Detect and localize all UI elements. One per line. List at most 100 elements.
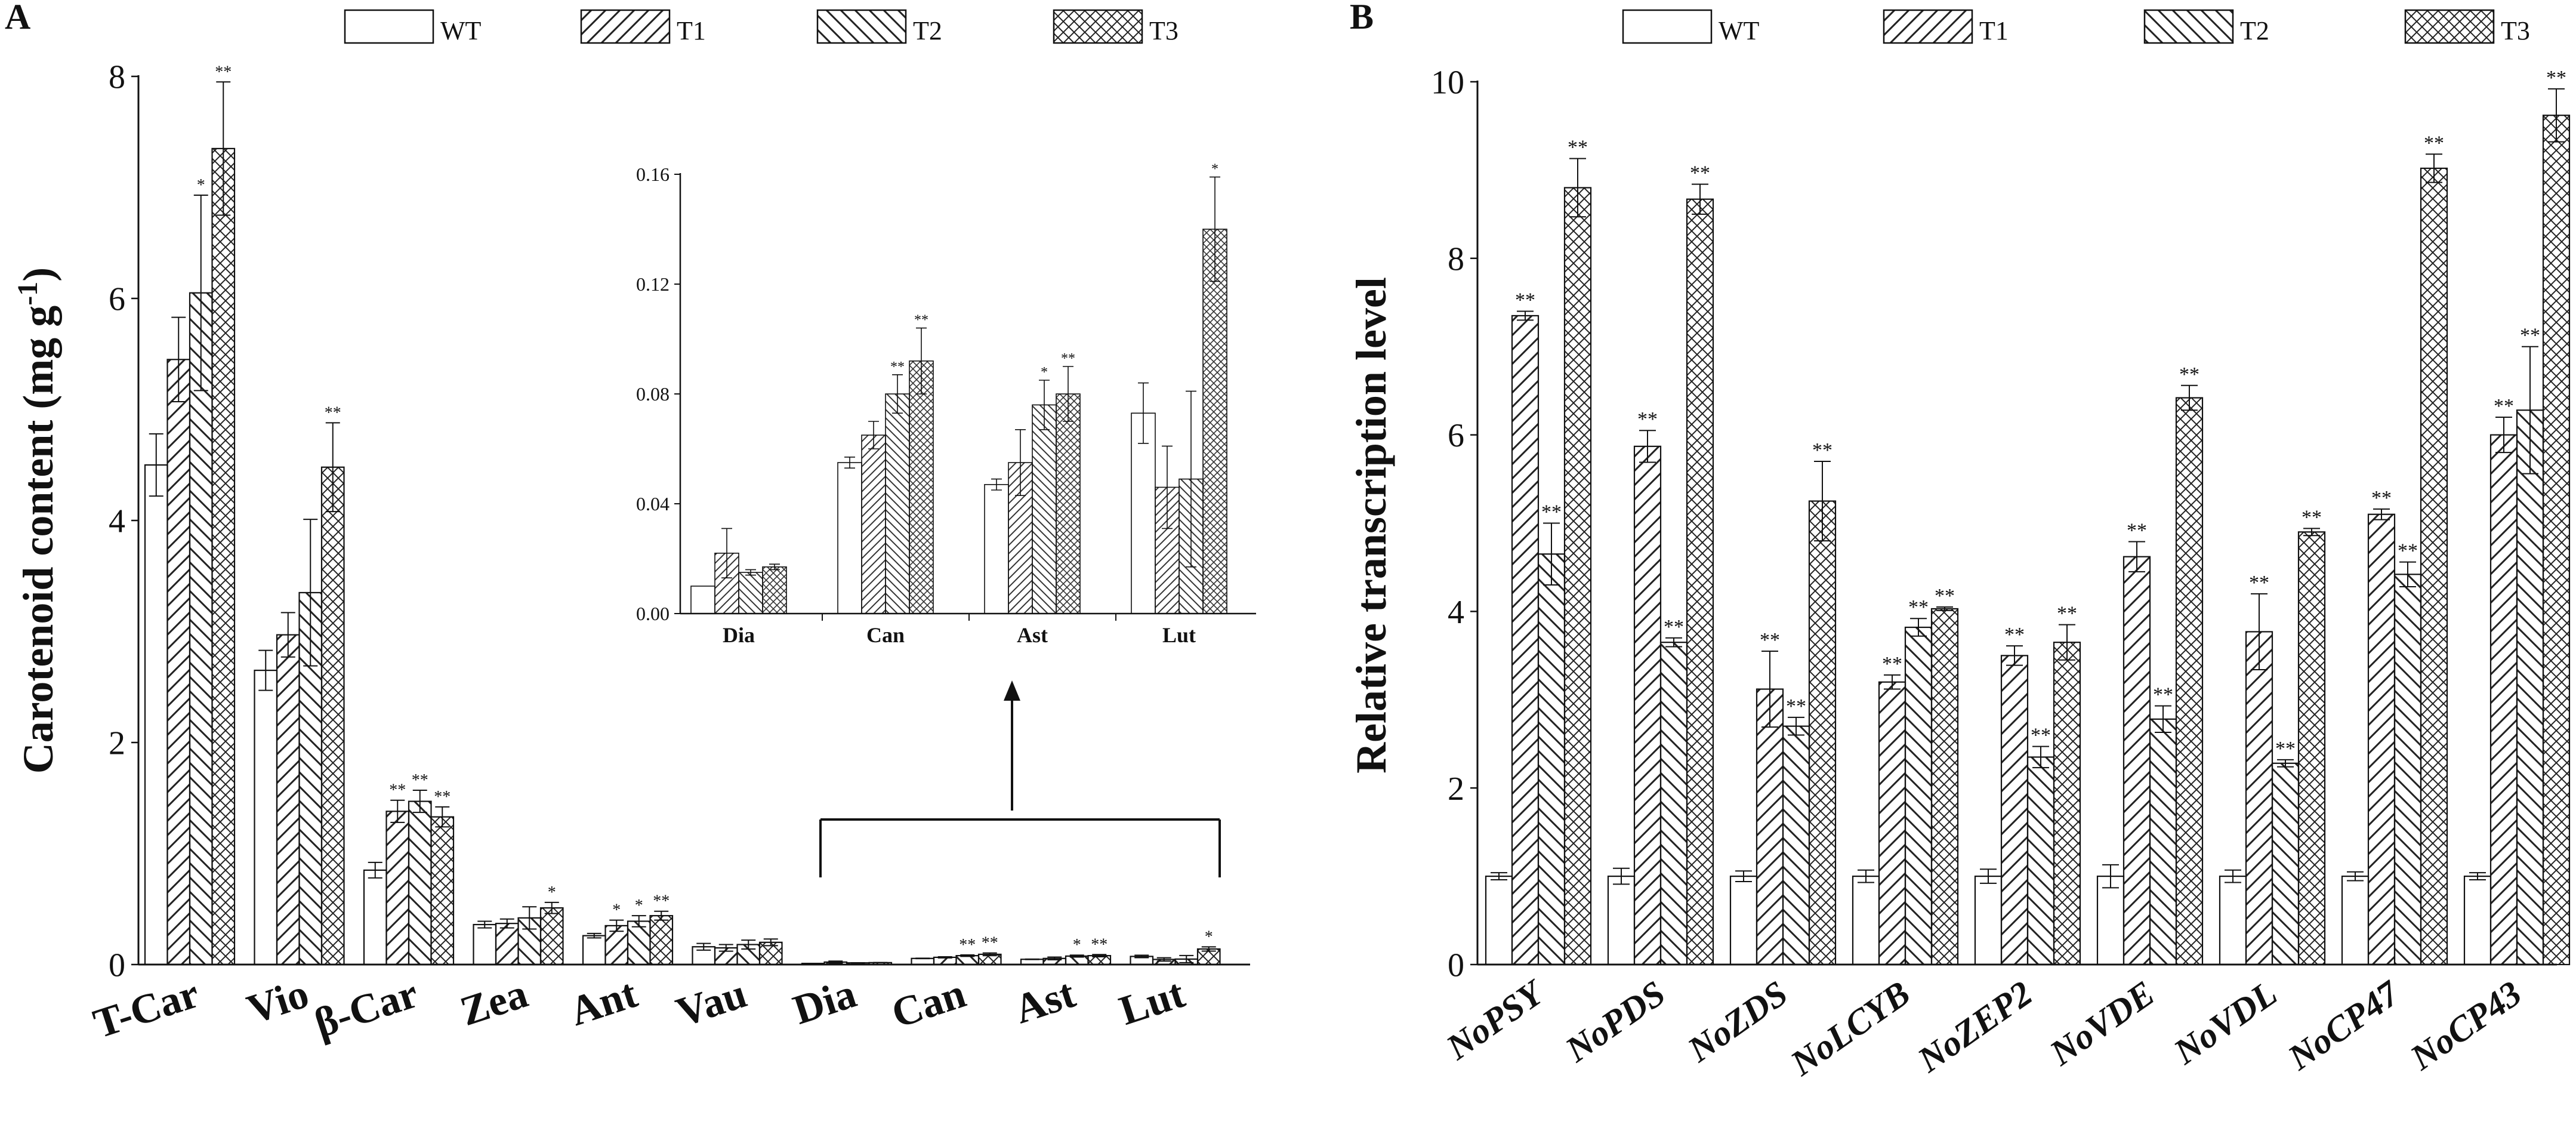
inset-significance-marker: *: [1041, 365, 1048, 380]
significance-marker: **: [325, 403, 341, 422]
error-bar: [2155, 705, 2171, 734]
significance-marker: **: [389, 781, 406, 800]
significance-marker: **: [1935, 585, 1955, 607]
error-bar: [1814, 460, 1831, 542]
x-tick-label: NoCP43: [2403, 973, 2529, 1078]
inset-error-bar: [844, 456, 855, 469]
error-bar: [631, 915, 646, 928]
error-bar: [696, 942, 711, 951]
inset-error-bar: [1039, 380, 1050, 430]
error-bar: [763, 938, 778, 947]
error-bar: [1613, 867, 1630, 885]
bar-tcar-wt: [144, 464, 168, 966]
bar-ant-t3: [649, 915, 674, 966]
significance-marker: **: [1882, 653, 1902, 675]
inset-error-bar: [1063, 366, 1073, 422]
legend-swatch-t1: [1883, 9, 1973, 44]
significance-marker: **: [2153, 684, 2173, 706]
bar-nozep2-t2: [2026, 756, 2055, 966]
inset-bar-dia-t2: [738, 572, 763, 614]
significance-marker: **: [1760, 629, 1780, 651]
panel-a-letter: A: [5, 0, 30, 36]
error-bar: [2277, 759, 2294, 768]
bar-nolcyb-wt: [1852, 875, 1880, 966]
significance-marker: **: [2546, 67, 2566, 89]
significance-marker: *: [1205, 928, 1213, 946]
legend-swatch-t1: [580, 9, 671, 44]
bar-novdl-t1: [2245, 631, 2273, 966]
legend-label-t1: T1: [677, 16, 706, 45]
error-bar: [654, 910, 669, 921]
error-bar: [2251, 593, 2268, 671]
bar-novde-wt: [2096, 875, 2125, 966]
bar-can-wt: [911, 957, 935, 966]
error-bar: [390, 799, 405, 823]
x-tick-label: Vau: [671, 971, 752, 1036]
error-bar: [2373, 508, 2390, 520]
y-tick-label: 6: [1448, 417, 1464, 454]
significance-marker: **: [1091, 935, 1107, 954]
panel-b-letter: B: [1350, 0, 1374, 36]
significance-marker: *: [197, 176, 205, 195]
legend-swatch-t3: [2404, 9, 2495, 44]
inset-y-tick-label: 0.04: [636, 493, 670, 514]
error-bar: [982, 952, 997, 957]
x-tick-label: NoCP47: [2281, 972, 2407, 1077]
bar-car-t1: [385, 811, 410, 966]
bar-nopsy-t1: [1511, 315, 1540, 966]
error-bar: [522, 906, 537, 930]
significance-marker: **: [2302, 506, 2322, 528]
bar-vio-t1: [276, 634, 300, 966]
inset-significance-marker: **: [890, 359, 905, 375]
significance-marker: **: [1812, 439, 1832, 461]
error-bar: [2426, 153, 2442, 183]
inset-bar-ast-t2: [1032, 404, 1057, 614]
error-bar: [1543, 522, 1560, 586]
x-tick-label: NoLCYB: [1783, 973, 1917, 1084]
bar-nopsy-t3: [1563, 187, 1592, 966]
error-bar: [303, 519, 318, 667]
significance-marker: **: [653, 892, 670, 911]
significance-marker: **: [2520, 325, 2540, 347]
error-bar: [1517, 310, 1534, 321]
significance-marker: **: [434, 788, 451, 806]
bar-nocp47-wt: [2341, 875, 2370, 966]
bar-nolcyb-t2: [1904, 626, 1933, 966]
x-tick-label: Ast: [1009, 971, 1081, 1033]
inset-bar-ast-wt: [984, 483, 1009, 614]
legend-label-wt: WT: [440, 16, 482, 45]
x-tick-label: NoPSY: [1439, 972, 1553, 1068]
inset-bar-can-t1: [861, 435, 886, 614]
x-tick-label: NoVDL: [2166, 973, 2284, 1073]
y-tick-label: 0: [1448, 947, 1464, 984]
y-tick-label: 2: [109, 725, 125, 762]
y-axis-title-close: ): [14, 267, 62, 282]
error-bar: [1639, 430, 1656, 463]
bar-car-t2: [408, 800, 432, 966]
x-tick-label: Ant: [564, 971, 643, 1035]
error-bar: [2495, 417, 2512, 454]
inset-significance-marker: **: [914, 313, 928, 328]
y-axis-title: Relative transcription level: [1347, 277, 1395, 774]
bar-nopds-t1: [1633, 445, 1662, 966]
error-bar: [2059, 624, 2075, 661]
error-bar: [1980, 868, 1997, 884]
significance-marker: **: [2179, 363, 2199, 386]
x-tick-label: NoPDS: [1558, 973, 1673, 1070]
bar-novdl-wt: [2219, 875, 2247, 966]
significance-marker: **: [959, 936, 976, 954]
error-bar: [1156, 957, 1171, 962]
error-bar: [1692, 183, 1708, 215]
error-bar: [412, 789, 427, 814]
bar-nocp43-t3: [2542, 115, 2571, 966]
bar-novde-t3: [2175, 397, 2204, 966]
inset-bar-dia-wt: [690, 586, 715, 614]
significance-marker: **: [412, 771, 428, 790]
inset-error-bar: [769, 563, 780, 571]
bar-nopds-t2: [1659, 642, 1688, 966]
inset-y-tick-label: 0.12: [636, 273, 670, 295]
error-bar: [609, 919, 624, 932]
error-bar: [1569, 158, 1586, 218]
bar-nopds-wt: [1607, 875, 1636, 966]
bar-nolcyb-t3: [1930, 608, 1959, 966]
